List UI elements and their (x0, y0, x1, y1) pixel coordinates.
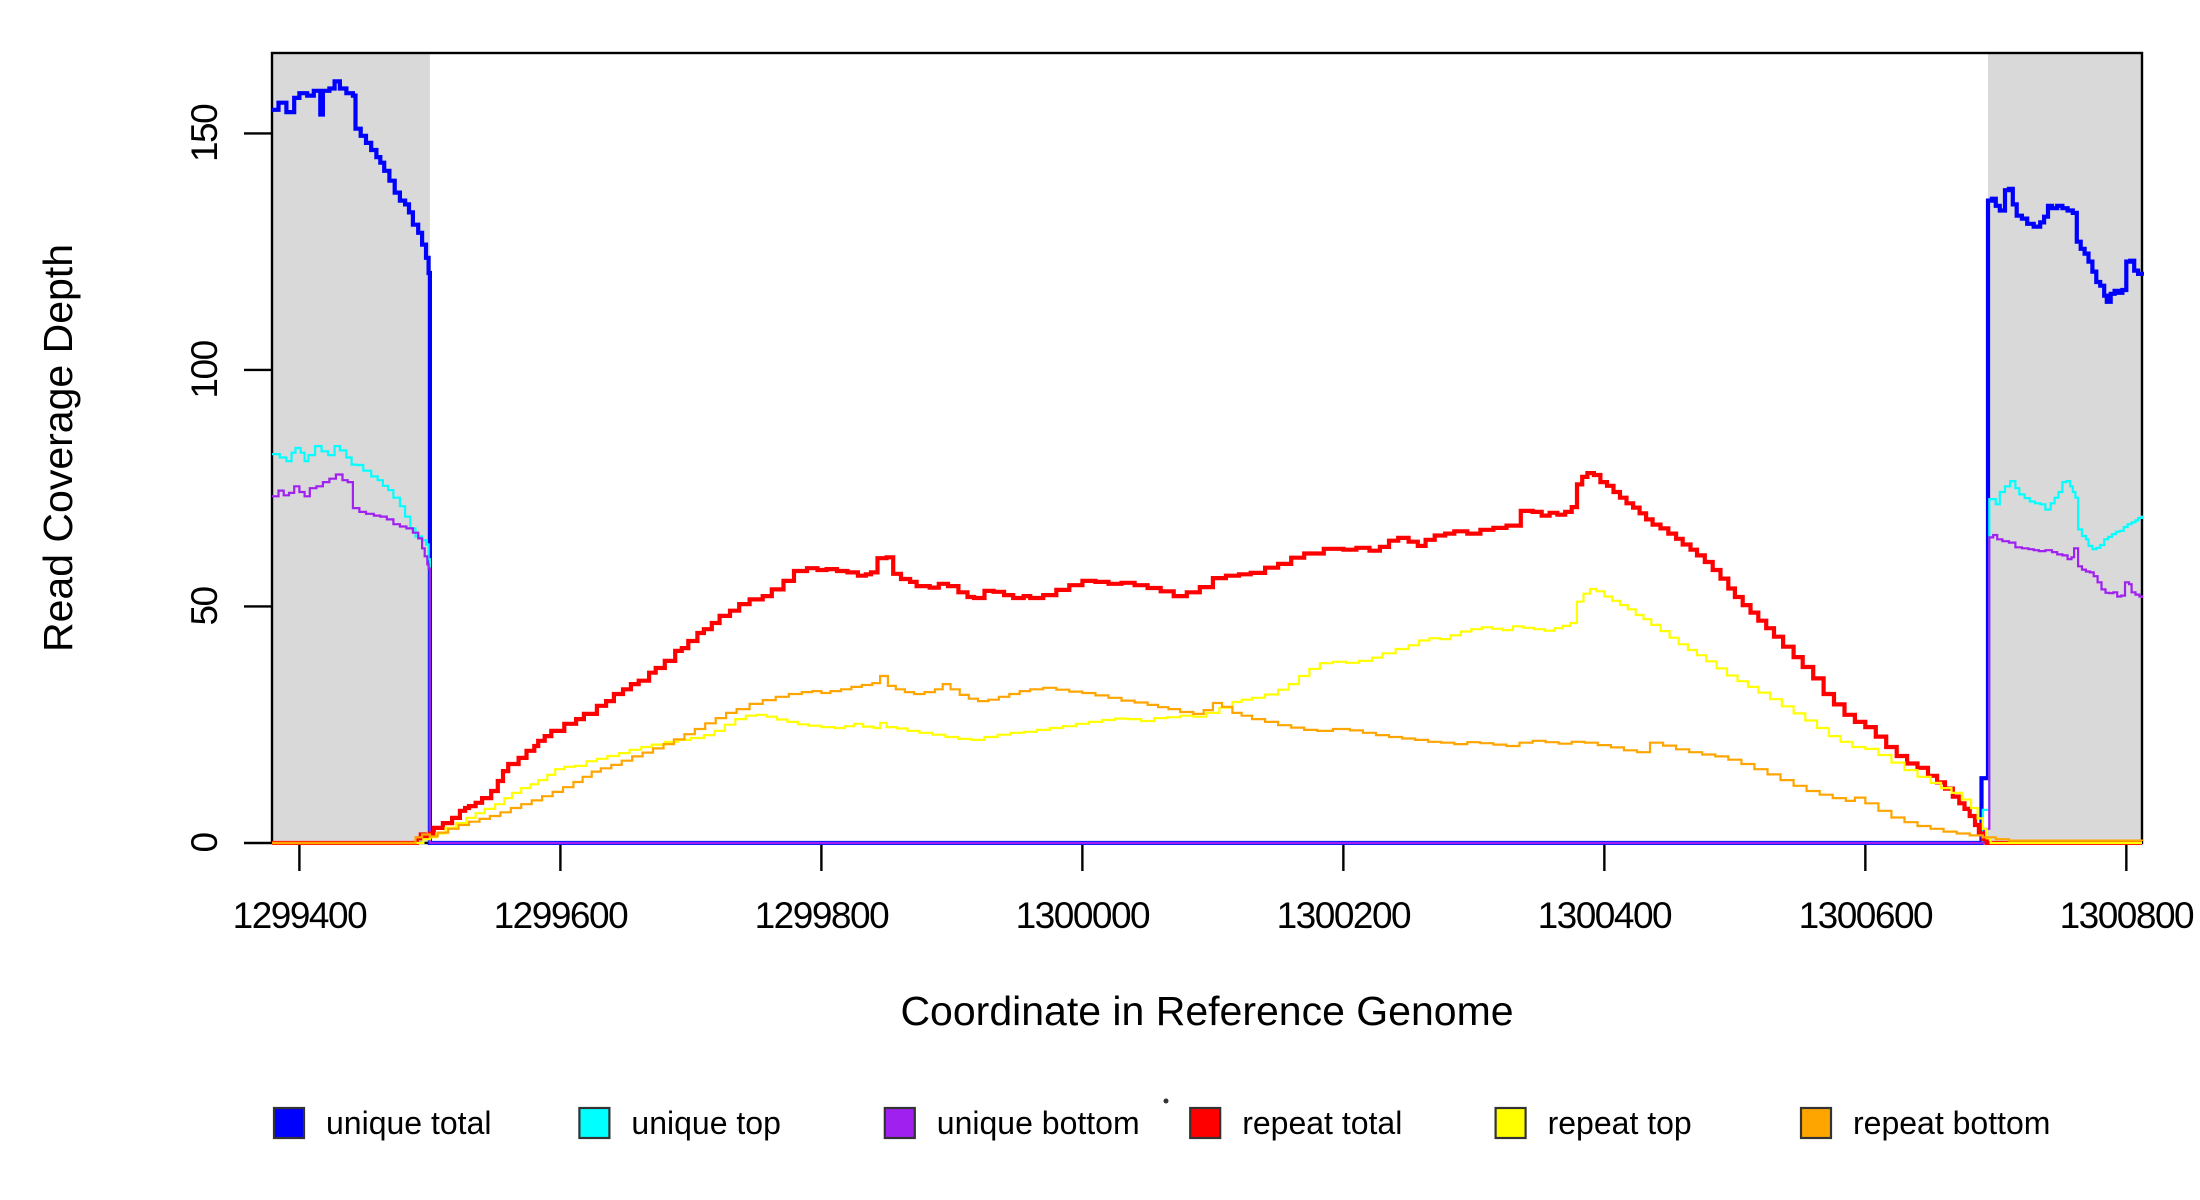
y-tick-label: 0 (184, 833, 225, 853)
legend-item-repeat-total: repeat total (1189, 1105, 1402, 1141)
legend-swatch-repeat-total (1189, 1106, 1222, 1140)
y-axis-title: Read Coverage Depth (35, 244, 81, 652)
x-tick-label: 1300000 (1016, 895, 1150, 936)
series-lines (272, 79, 2144, 845)
legend-label: unique total (326, 1105, 491, 1141)
legend-swatch-unique-total (272, 1106, 306, 1140)
shaded-region-right-flank (1988, 53, 2142, 843)
series-line-repeat-total (272, 471, 2142, 845)
series-line-unique-total (272, 79, 2144, 845)
shaded-regions (272, 53, 2142, 843)
legend-swatch-repeat-top (1494, 1106, 1527, 1140)
legend-item-repeat-bottom: repeat bottom (1799, 1105, 2050, 1141)
legend-swatch-unique-bottom (883, 1106, 916, 1140)
axis-ticks: 1299400 1299600 1299800 1300000 1300200 13004… (184, 104, 2196, 936)
x-tick-label: 1299400 (233, 895, 367, 936)
stray-mark (1163, 1098, 1169, 1104)
legend-item-unique-top: unique top (578, 1105, 781, 1141)
x-tick-label: 1300800 (2060, 895, 2194, 936)
x-tick-label: 1300600 (1799, 895, 1933, 936)
y-tick-label: 150 (184, 104, 225, 162)
y-tick-label: 100 (184, 340, 225, 398)
x-tick-label: 1299800 (755, 895, 889, 936)
legend-label: repeat top (1548, 1105, 1692, 1141)
x-tick-label: 1299600 (494, 895, 628, 936)
legend-swatch-unique-top (578, 1106, 611, 1140)
x-tick-label: 1300400 (1538, 895, 1672, 936)
series-line-unique-top (272, 445, 2144, 845)
legend-item-repeat-top: repeat top (1494, 1105, 1692, 1141)
legend-label: unique bottom (937, 1105, 1140, 1141)
legend-label: unique top (631, 1105, 780, 1141)
legend: unique total unique top unique bottom repea… (272, 1105, 2050, 1141)
series-line-repeat-bottom (272, 674, 2144, 845)
x-axis-title: Coordinate in Reference Genome (900, 988, 1513, 1034)
x-tick-label: 1300200 (1277, 895, 1411, 936)
series-line-repeat-top (272, 587, 2142, 845)
plot-box (270, 51, 2144, 845)
legend-label: repeat bottom (1853, 1105, 2050, 1141)
series-line-unique-bottom (272, 473, 2144, 845)
legend-item-unique-bottom: unique bottom (883, 1105, 1140, 1141)
y-tick-label: 50 (184, 586, 225, 625)
legend-label: repeat total (1242, 1105, 1402, 1141)
legend-item-unique-total: unique total (272, 1105, 491, 1141)
legend-swatch-repeat-bottom (1799, 1106, 1833, 1140)
